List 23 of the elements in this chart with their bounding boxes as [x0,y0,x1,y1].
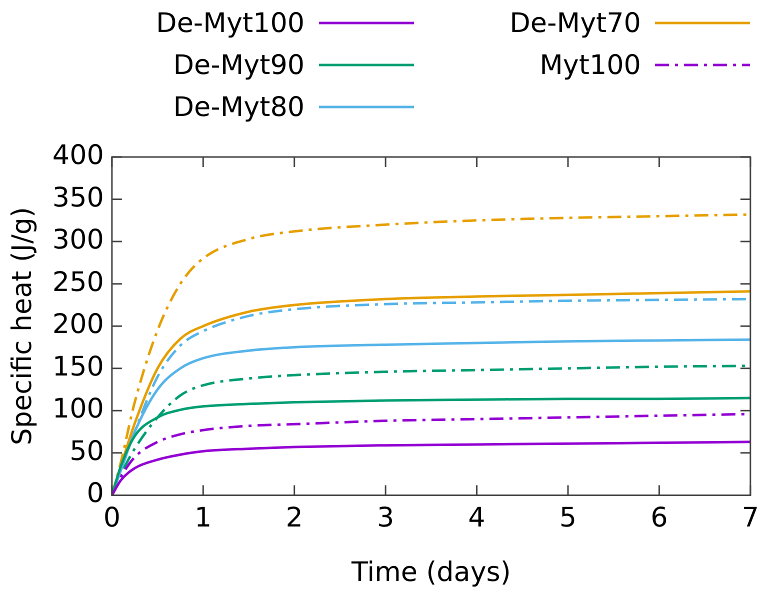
legend-label: De-Myt100 [156,8,305,38]
x-tick-label: 2 [286,502,303,534]
y-tick-label: 50 [70,436,104,467]
y-tick-label: 200 [52,309,104,340]
y-axis-title: Specific heat (J/g) [7,206,38,446]
x-tick-label: 1 [194,502,212,534]
x-tick-label: 4 [468,502,486,534]
x-axis-title: Time (days) [350,556,511,588]
y-tick-label: 300 [52,224,104,256]
x-tick-label: 7 [742,502,760,534]
x-tick-label: 3 [376,502,394,534]
y-tick-label: 350 [52,182,104,214]
y-tick-label: 150 [52,351,104,382]
x-tick-label: 6 [650,502,668,534]
legend-label: De-Myt70 [510,8,641,38]
legend-label: Myt100 [540,50,641,80]
legend-label: De-Myt90 [173,50,305,80]
x-tick-label: 5 [559,502,577,534]
y-tick-label: 250 [52,266,104,298]
y-tick-label: 100 [52,394,104,425]
y-tick-label: 400 [52,140,104,172]
y-tick-label: 0 [86,478,104,510]
legend-label: De-Myt80 [173,92,305,122]
